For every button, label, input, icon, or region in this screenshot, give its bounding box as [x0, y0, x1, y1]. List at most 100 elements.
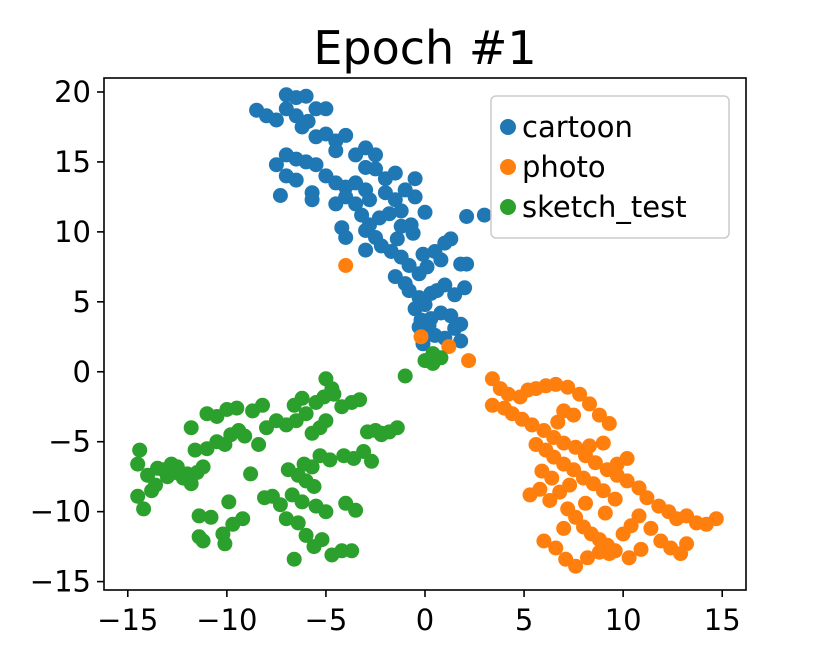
- point-cartoon-49: [393, 203, 409, 219]
- point-sketch-test-66: [290, 515, 306, 531]
- x-tick-label: −15: [97, 603, 158, 637]
- point-photo-16: [601, 416, 617, 431]
- point-sketch-test-67: [298, 527, 314, 543]
- point-sketch-test-97: [179, 466, 195, 482]
- y-tick-label: 10: [54, 215, 91, 249]
- point-sketch-test-96: [148, 477, 163, 493]
- point-cartoon-80: [437, 277, 453, 293]
- y-tick-label: 5: [73, 285, 91, 319]
- point-photo-78: [595, 483, 611, 499]
- point-cartoon-60: [417, 204, 433, 220]
- point-photo-53: [631, 508, 647, 524]
- point-cartoon-89: [447, 320, 463, 336]
- point-cartoon-19: [368, 147, 383, 163]
- chart-title: Epoch #1: [313, 21, 536, 75]
- point-sketch-test-53: [322, 452, 338, 468]
- x-tick-label: 10: [605, 603, 642, 637]
- point-cartoon-68: [427, 244, 443, 259]
- point-cartoon-5: [298, 88, 314, 104]
- point-photo-62: [568, 558, 584, 574]
- legend: cartoon photo sketch_test: [490, 95, 730, 239]
- point-cartoon-61: [405, 225, 421, 241]
- point-cartoon-21: [368, 161, 383, 177]
- point-photo-39: [708, 511, 724, 527]
- point-photo-70: [550, 414, 566, 430]
- point-cartoon-32: [278, 147, 294, 163]
- point-sketch-test-88: [397, 368, 413, 384]
- point-sketch-test-94: [221, 494, 237, 510]
- point-cartoon-2: [268, 112, 284, 128]
- legend-marker-photo: [500, 159, 516, 175]
- point-photo-0: [338, 258, 354, 273]
- point-photo-80: [582, 438, 597, 454]
- point-sketch-test-26: [255, 397, 270, 413]
- legend-label-sketch-test: sketch_test: [522, 190, 687, 224]
- point-sketch-test-20: [183, 420, 199, 436]
- point-photo-87: [556, 520, 572, 536]
- point-sketch-test-78: [217, 536, 233, 552]
- point-cartoon-35: [288, 172, 304, 188]
- point-sketch-test-85: [324, 381, 340, 397]
- point-cartoon-23: [387, 165, 403, 181]
- point-photo-24: [556, 435, 572, 451]
- point-sketch-test-34: [318, 413, 334, 429]
- point-cartoon-51: [338, 230, 354, 245]
- point-cartoon-100: [476, 207, 492, 223]
- legend-marker-sketch-test: [500, 199, 516, 215]
- point-sketch-test-100: [243, 466, 259, 482]
- point-cartoon-67: [415, 246, 431, 262]
- point-cartoon-38: [304, 192, 320, 208]
- point-photo-21: [524, 417, 540, 433]
- point-sketch-test-45: [389, 420, 405, 436]
- point-sketch-test-79: [191, 508, 207, 524]
- point-sketch-test-87: [286, 397, 302, 413]
- point-photo-89: [597, 505, 613, 521]
- point-sketch-test-99: [251, 437, 267, 452]
- point-cartoon-63: [401, 258, 417, 273]
- point-sketch-test-64: [257, 490, 272, 506]
- point-cartoon-15: [338, 127, 354, 143]
- point-sketch-test-57: [306, 479, 322, 494]
- x-tick-label: −10: [196, 603, 257, 637]
- point-cartoon-65: [419, 259, 435, 275]
- y-tick-label: −10: [30, 495, 91, 529]
- point-sketch-test-74: [338, 495, 354, 511]
- x-tick-label: 0: [416, 603, 434, 637]
- point-photo-6: [500, 386, 516, 402]
- point-photo-59: [536, 533, 552, 549]
- point-photo-75: [566, 462, 582, 478]
- point-photo-41: [532, 481, 548, 497]
- point-sketch-test-76: [225, 516, 241, 532]
- point-sketch-test-1: [130, 488, 146, 504]
- point-photo-30: [619, 473, 635, 489]
- point-sketch-test-95: [159, 469, 175, 485]
- point-sketch-test-24: [229, 400, 245, 416]
- point-photo-14: [582, 396, 597, 412]
- y-tick-label: 0: [73, 355, 91, 389]
- point-cartoon-97: [397, 182, 413, 198]
- point-cartoon-83: [407, 301, 423, 317]
- point-sketch-test-82: [195, 533, 211, 549]
- point-photo-83: [619, 451, 635, 466]
- point-photo-15: [591, 407, 607, 423]
- point-cartoon-36: [272, 188, 288, 203]
- point-sketch-test-92: [425, 346, 441, 362]
- point-photo-12: [560, 379, 576, 395]
- point-sketch-test-2: [136, 501, 152, 517]
- x-tick-label: −5: [305, 603, 348, 637]
- point-sketch-test-12: [195, 459, 211, 475]
- point-cartoon-57: [389, 231, 405, 247]
- point-photo-81: [595, 435, 611, 451]
- point-cartoon-44: [387, 192, 403, 208]
- point-sketch-test-19: [237, 428, 253, 444]
- point-cartoon-99: [453, 333, 469, 349]
- point-cartoon-11: [318, 101, 334, 117]
- point-photo-17: [484, 397, 500, 413]
- legend-marker-cartoon: [500, 119, 516, 135]
- point-cartoon-33: [268, 157, 284, 173]
- point-cartoon-41: [348, 196, 364, 212]
- point-cartoon-16: [328, 143, 344, 159]
- axes: −15 −10 −5 0 5 10 15 −15 −10 −5 0 5 10 15 20: [30, 75, 741, 637]
- point-sketch-test-101: [373, 425, 389, 441]
